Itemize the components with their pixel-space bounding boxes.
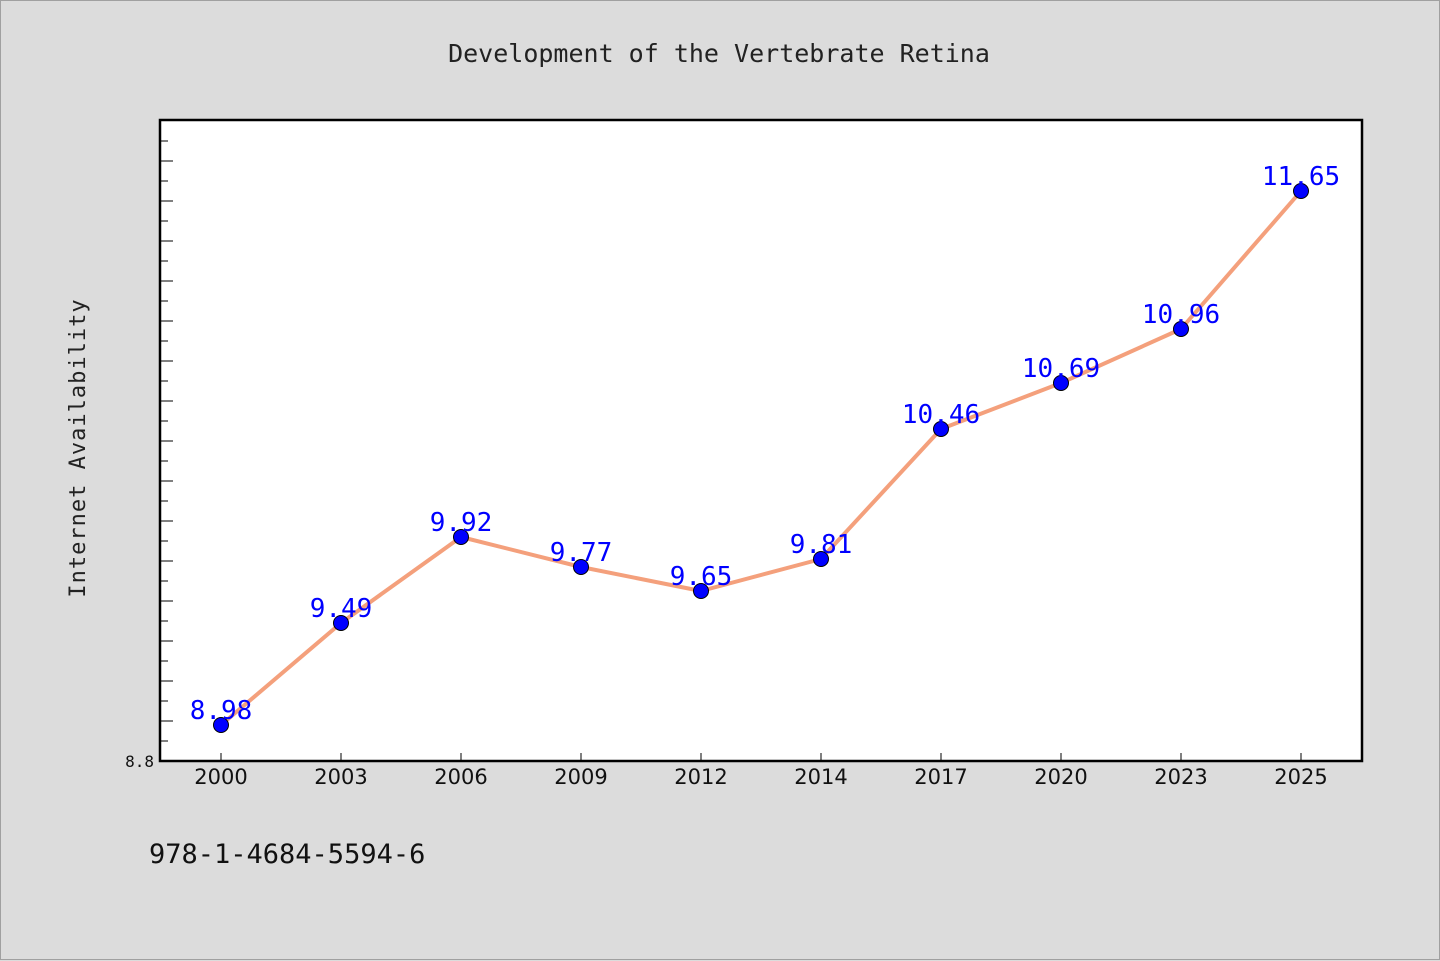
data-point [213,717,229,733]
x-tick-label: 2025 [1274,765,1327,789]
y-axis-ticks [161,140,173,762]
data-point [693,583,709,599]
x-tick-label: 2023 [1154,765,1207,789]
x-tick-label: 2012 [674,765,727,789]
data-point [333,615,349,631]
x-axis-ticks: 2000 2003 2006 2009 2012 2014 2017 2020 2023 2025 [194,753,1328,789]
x-tick-label: 2009 [554,765,607,789]
data-label: 10.46 [902,400,980,430]
x-tick-label: 2000 [194,765,247,789]
isbn-text: 978-1-4684-5594-6 [149,839,425,870]
data-label: 9.92 [430,508,493,538]
data-label: 10.96 [1142,300,1220,330]
series-line [219,189,1303,727]
data-point [813,551,829,567]
x-tick-label: 2017 [914,765,967,789]
x-tick-label: 2006 [434,765,487,789]
plot-area [158,118,1364,763]
data-label: 10.69 [1022,354,1100,384]
data-point [1053,375,1069,391]
data-point [1293,183,1309,199]
data-label: 9.81 [790,530,853,560]
data-label: 8.98 [190,696,253,726]
data-label: 11.65 [1262,162,1340,192]
chart-title: Development of the Vertebrate Retina [448,39,990,68]
data-point [573,559,589,575]
data-label: 9.49 [310,594,373,624]
data-point [1173,321,1189,337]
data-point [933,421,949,437]
x-tick-label: 2014 [794,765,847,789]
data-label: 9.77 [550,538,613,568]
data-point [453,529,469,545]
y-tick-label-min: 8.8 [125,752,154,771]
series-line-group: 8.98 9.49 9.92 9.77 9.65 9.81 10.46 10.69 10.96 1… [190,162,1340,733]
data-label: 9.65 [670,562,733,592]
x-tick-label: 2003 [314,765,367,789]
x-tick-label: 2020 [1034,765,1087,789]
y-axis-label: Internet Availability [66,298,91,597]
